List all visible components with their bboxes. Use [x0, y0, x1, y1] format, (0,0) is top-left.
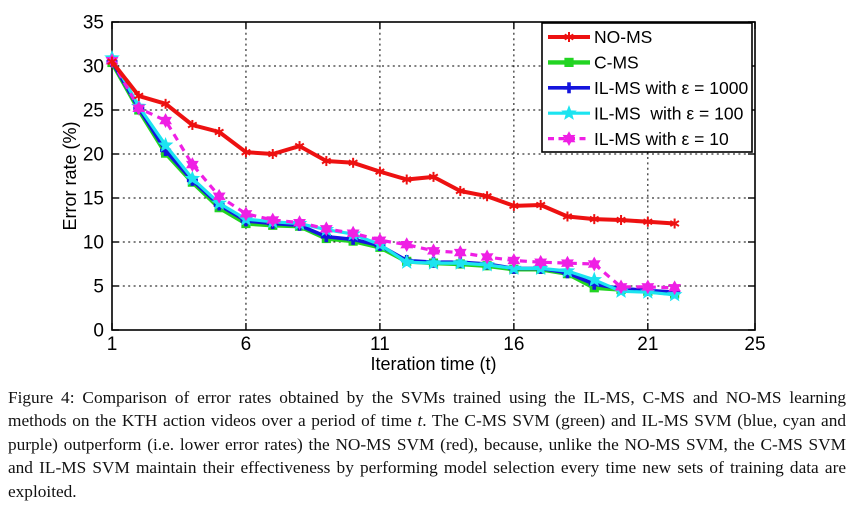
legend-label: C-MS [594, 53, 639, 73]
y-tick-label: 5 [93, 277, 104, 298]
x-tick-label: 16 [503, 334, 524, 355]
y-tick-label: 0 [93, 321, 104, 342]
y-tick-label: 35 [83, 13, 104, 34]
caption-text-1: Comparison of error rates obtained by th… [8, 388, 846, 431]
x-tick-label: 21 [637, 334, 658, 355]
y-tick-label: 30 [83, 57, 104, 78]
y-tick-label: 25 [83, 101, 104, 122]
legend-item-il-ms-with-eps-100: IL-MS with ε = 100 [548, 103, 744, 123]
legend-label: NO-MS [594, 27, 652, 47]
legend-item-no-ms: NO-MS [548, 27, 652, 47]
y-tick-label: 20 [83, 145, 104, 166]
x-axis-label: Iteration time (t) [370, 354, 496, 374]
caption-text-2: . The C-MS SVM (green) and IL-MS SVM (bl… [8, 411, 846, 501]
legend-item-il-ms-with-eps-10: IL-MS with ε = 10 [548, 129, 729, 149]
legend-item-c-ms: C-MS [548, 53, 639, 73]
legend: NO-MS C-MS IL-MS with ε = 1000 IL-MS with ε… [541, 22, 753, 153]
x-tick-label: 25 [744, 334, 765, 355]
y-tick-label: 10 [83, 233, 104, 254]
y-axis-label: Error rate (%) [60, 121, 80, 230]
series-no-ms [107, 56, 680, 229]
legend-label: IL-MS with ε = 10 [594, 129, 729, 149]
legend-item-il-ms-with-eps-1000: IL-MS with ε = 1000 [548, 78, 748, 98]
legend-label: IL-MS with ε = 100 [594, 103, 744, 123]
caption-label: Figure 4: [8, 388, 75, 407]
y-tick-label: 15 [83, 189, 104, 210]
figure-caption: Figure 4: Comparison of error rates obta… [8, 386, 846, 503]
caption-italic-t: t [417, 411, 423, 431]
legend-label: IL-MS with ε = 1000 [594, 78, 748, 98]
x-tick-label: 6 [241, 334, 252, 355]
x-tick-label: 1 [107, 334, 118, 355]
figure-image: 1 6 11 16 21 25 0 5 10 15 20 25 30 35 Iteration time (… [60, 13, 766, 375]
x-tick-label: 11 [370, 334, 390, 355]
